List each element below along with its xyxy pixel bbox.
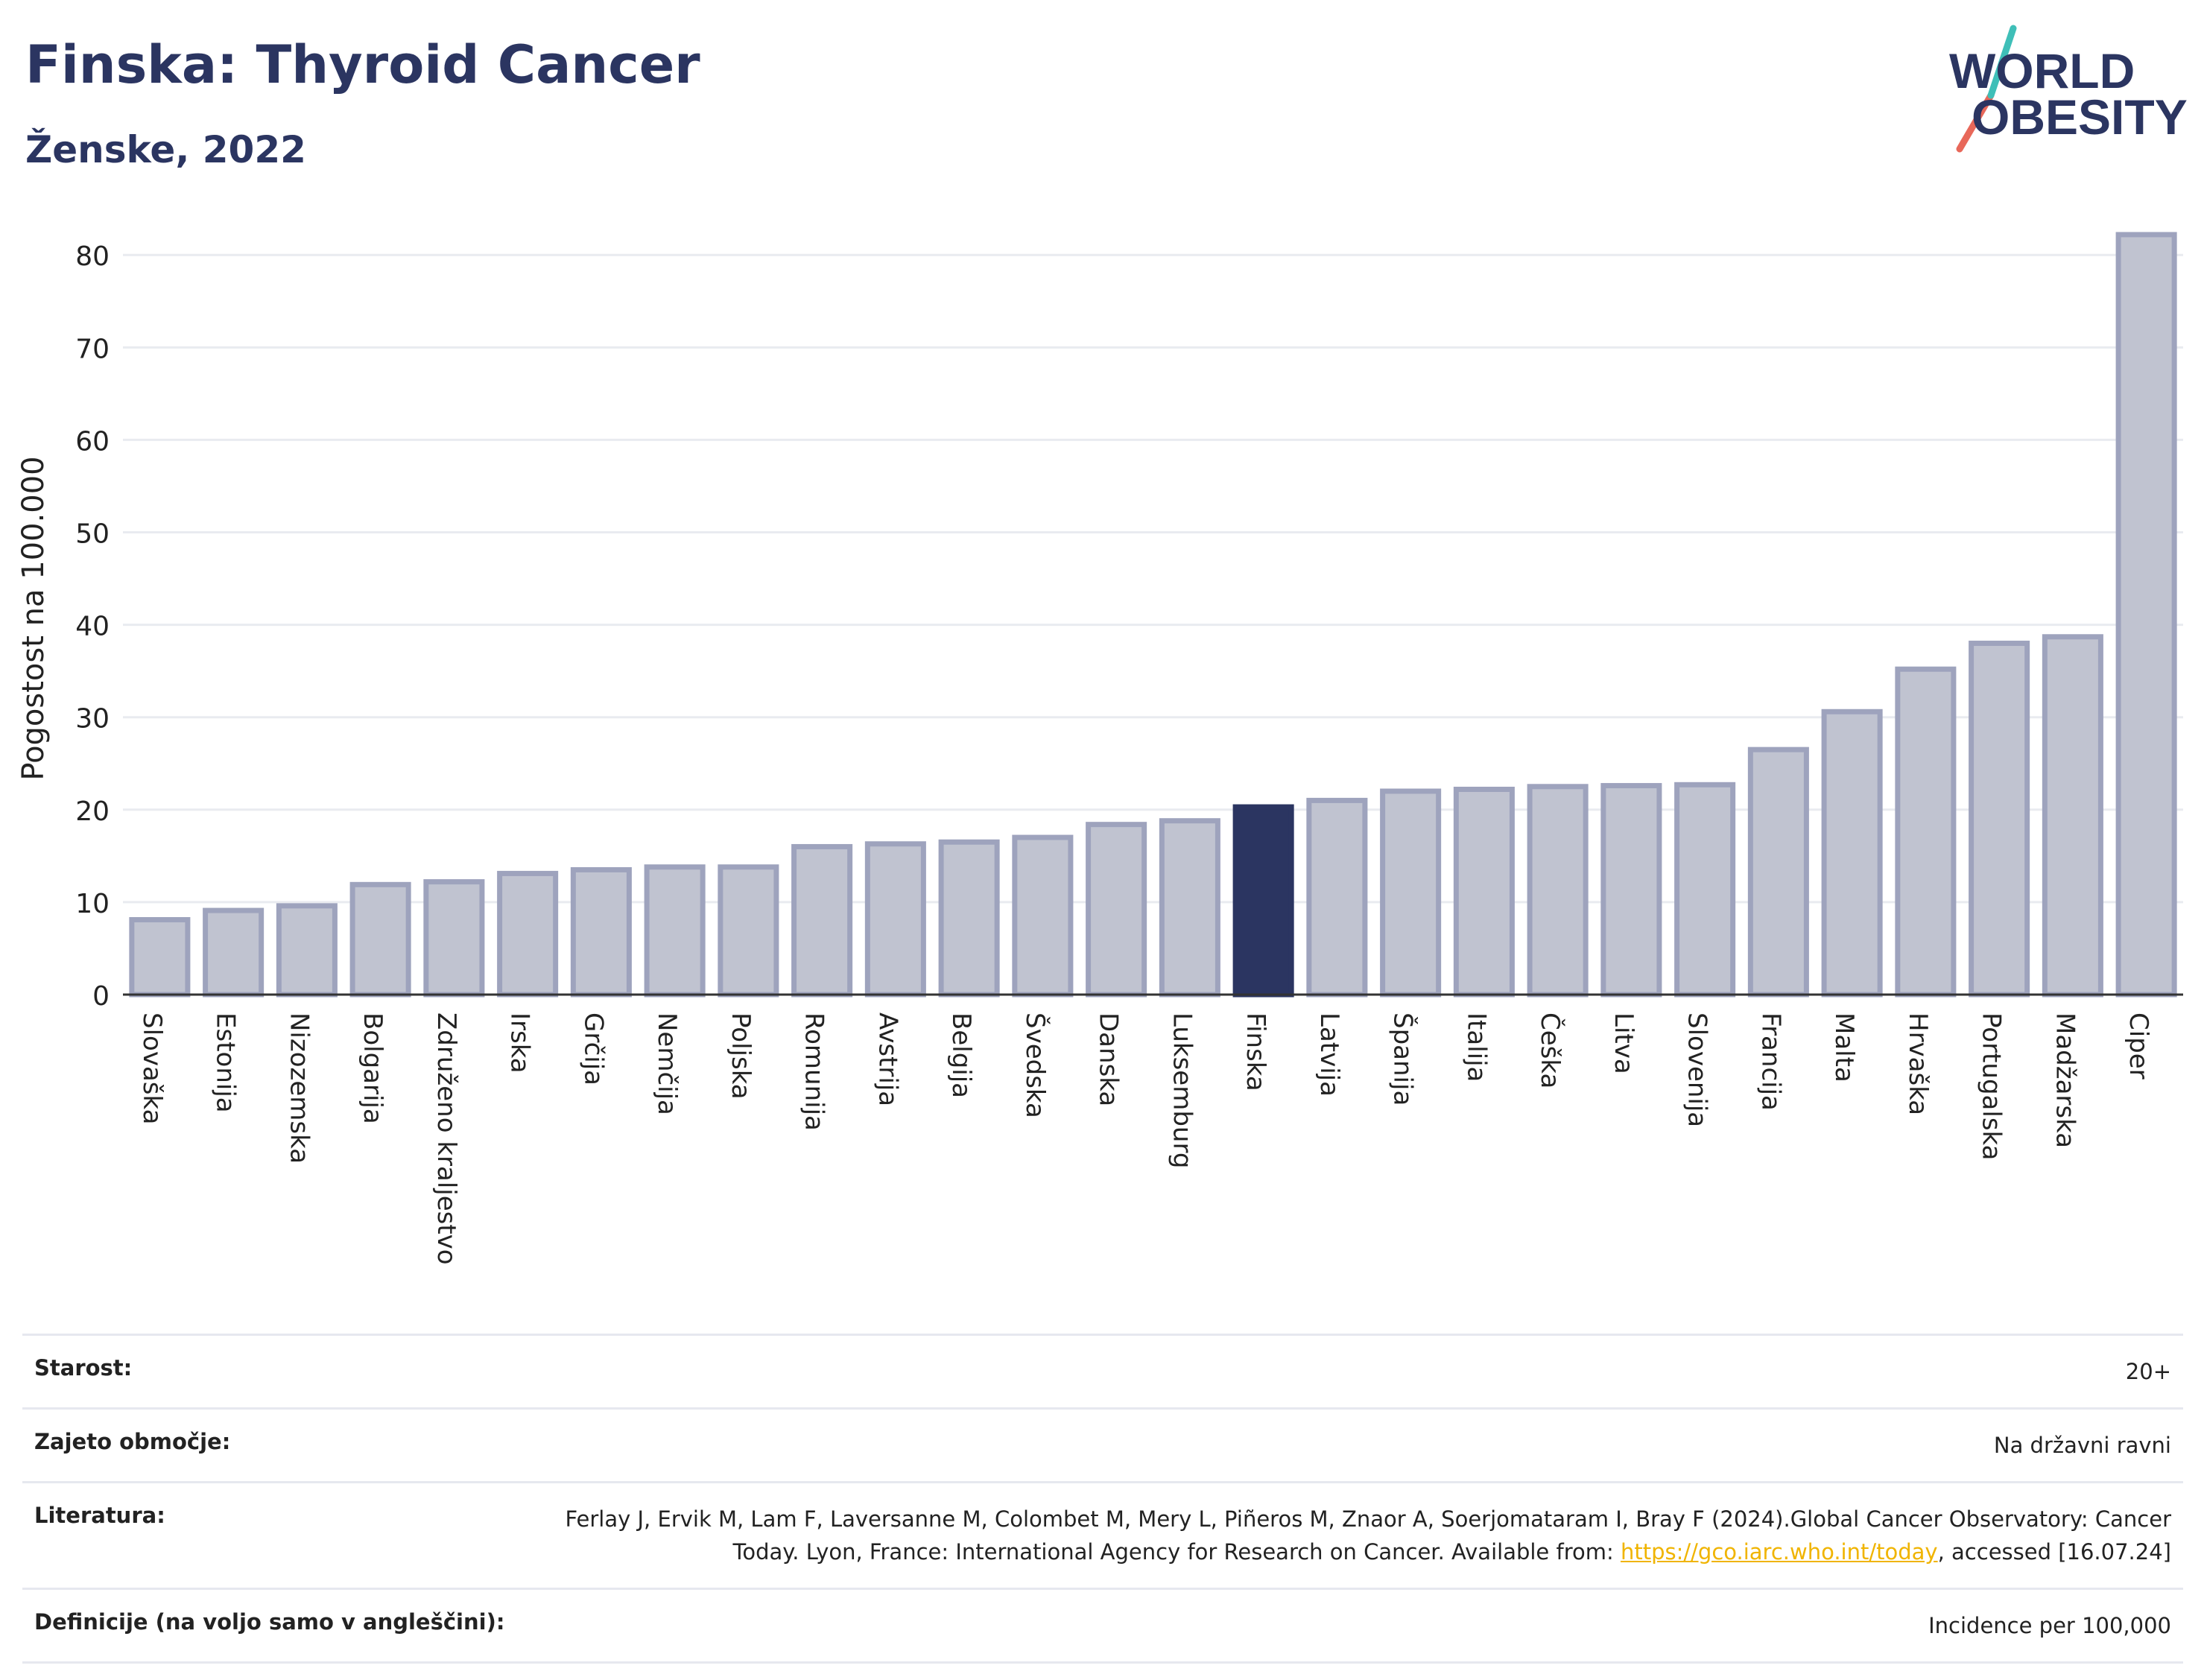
- reference-label: Literatura:: [34, 1503, 165, 1528]
- definitions-label: Definicije (na voljo samo v angleščini):: [34, 1609, 505, 1635]
- x-tick-labels: Slovaška Estonija Nizozemska Bolgarija Združ…: [137, 1012, 2153, 1265]
- x-tick-label: Francija: [1755, 1012, 1785, 1111]
- bar-3: [349, 881, 411, 998]
- reference-accessed: , accessed [16.07.24]: [1937, 1539, 2171, 1565]
- bar-16: [1306, 797, 1368, 998]
- bar-0: [129, 916, 191, 998]
- bar-23: [1821, 709, 1883, 998]
- x-tick-label: Finska: [1241, 1012, 1270, 1091]
- bar-14: [1159, 818, 1220, 998]
- bar-22: [1747, 747, 1809, 998]
- bar-25: [1969, 640, 2030, 998]
- bar-1: [203, 907, 265, 998]
- y-tick-label: 70: [75, 334, 110, 364]
- y-tick-label: 80: [75, 241, 110, 272]
- x-tick-label: Italija: [1461, 1012, 1491, 1082]
- x-tick-label: Belgija: [946, 1012, 976, 1098]
- y-tick-label: 40: [75, 612, 110, 642]
- reference-value: Ferlay J, Ervik M, Lam F, Laversanne M, …: [532, 1503, 2171, 1568]
- info-row-age: Starost: 20+: [22, 1334, 2183, 1407]
- x-tick-label: Slovaška: [137, 1012, 167, 1124]
- logo-line-2: OBESITY: [1972, 89, 2188, 145]
- info-row-definitions: Definicije (na voljo samo v angleščini):…: [22, 1588, 2183, 1664]
- age-label: Starost:: [34, 1355, 133, 1381]
- bar-13: [1086, 822, 1147, 998]
- logo-slash-top: [1987, 25, 2017, 99]
- info-table: Starost: 20+ Zajeto območje: Na državni …: [22, 1334, 2183, 1664]
- coverage-label: Zajeto območje:: [34, 1429, 231, 1454]
- x-tick-label: Malta: [1829, 1012, 1859, 1083]
- bars: [129, 232, 2177, 998]
- info-row-coverage: Zajeto območje: Na državni ravni: [22, 1407, 2183, 1481]
- y-tick-labels: 0 10 20 30 40 50 60 70 80: [75, 241, 110, 1012]
- coverage-value: Na državni ravni: [1993, 1433, 2171, 1458]
- x-tick-label: Slovenija: [1682, 1012, 1712, 1127]
- x-tick-label: Švedska: [1020, 1012, 1051, 1118]
- y-tick-label: 50: [75, 519, 110, 550]
- x-tick-label: Grčija: [578, 1012, 608, 1085]
- chart-title: Finska: Thyroid Cancer: [25, 34, 700, 95]
- info-row-reference: Literatura: Ferlay J, Ervik M, Lam F, La…: [22, 1481, 2183, 1588]
- bar-15: [1232, 804, 1294, 998]
- bar-21: [1674, 782, 1736, 998]
- bar-9: [791, 843, 853, 998]
- bar-5: [497, 870, 559, 998]
- x-tick-label: Nemčija: [652, 1012, 682, 1115]
- x-tick-label: Avstrija: [873, 1012, 902, 1106]
- bar-10: [864, 841, 926, 998]
- x-tick-label: Luksemburg: [1167, 1012, 1197, 1168]
- x-tick-label: Romunija: [799, 1012, 829, 1131]
- bar-7: [644, 864, 706, 998]
- bar-18: [1453, 787, 1515, 998]
- y-tick-label: 10: [75, 889, 110, 919]
- bar-2: [276, 903, 338, 998]
- bar-8: [718, 864, 779, 998]
- y-axis-title: Pogostost na 100.000: [16, 456, 51, 780]
- bar-4: [423, 879, 485, 998]
- x-tick-label: Irska: [505, 1012, 535, 1074]
- y-tick-label: 20: [75, 796, 110, 827]
- bar-26: [2042, 634, 2103, 998]
- y-tick-label: 0: [92, 981, 110, 1012]
- x-tick-label: Litva: [1609, 1012, 1638, 1074]
- logo-line-1: WORLD: [1949, 43, 2135, 98]
- x-tick-label: Češka: [1535, 1012, 1565, 1088]
- y-tick-label: 30: [75, 704, 110, 735]
- reference-link[interactable]: https://gco.iarc.who.int/today: [1620, 1539, 1938, 1565]
- x-tick-label: Nizozemska: [284, 1012, 314, 1164]
- x-tick-label: Portugalska: [1977, 1012, 2007, 1160]
- chart-subtitle: Ženske, 2022: [25, 128, 306, 171]
- x-tick-label: Hrvaška: [1903, 1012, 1933, 1115]
- world-obesity-logo: WORLD OBESITY: [1949, 25, 2188, 153]
- x-tick-label: Združeno kraljestvo: [431, 1012, 461, 1265]
- x-tick-label: Estonija: [211, 1012, 241, 1113]
- bar-17: [1380, 788, 1442, 998]
- reference-text: Ferlay J, Ervik M, Lam F, Laversanne M, …: [565, 1506, 2171, 1565]
- bar-24: [1895, 666, 1957, 998]
- bar-12: [1012, 834, 1074, 998]
- x-tick-label: Latvija: [1314, 1012, 1344, 1097]
- x-tick-label: Madžarska: [2050, 1012, 2080, 1148]
- bar-chart: 0 10 20 30 40 50 60 70 80 Slovaška Estonija Nizoze…: [16, 232, 2183, 1265]
- x-tick-label: Ciper: [2124, 1012, 2153, 1080]
- x-tick-label: Bolgarija: [358, 1012, 387, 1124]
- x-tick-label: Poljska: [726, 1012, 756, 1100]
- age-value: 20+: [2125, 1359, 2171, 1384]
- bar-20: [1600, 783, 1662, 998]
- bar-27: [2115, 232, 2177, 998]
- y-tick-label: 60: [75, 426, 110, 457]
- bar-19: [1527, 784, 1589, 998]
- definitions-value: Incidence per 100,000: [1928, 1613, 2171, 1638]
- logo-slash-bottom: [1956, 92, 1995, 153]
- x-tick-label: Danska: [1094, 1012, 1124, 1106]
- bar-11: [938, 839, 1000, 998]
- bar-6: [570, 866, 632, 998]
- x-tick-label: Španija: [1388, 1012, 1419, 1106]
